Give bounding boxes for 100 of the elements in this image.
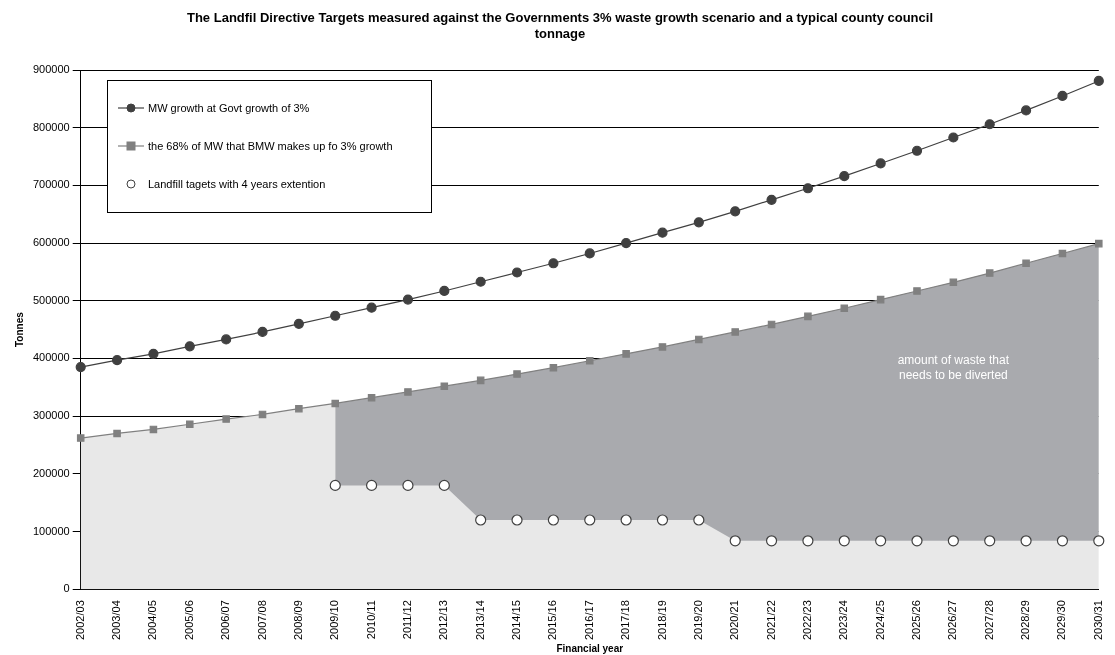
chart-title: The Landfil Directive Targets measured against the Governments 3% waste growth scenario and a typical county council tonnage <box>186 10 934 42</box>
x-tick-label: 2026/27 <box>946 600 959 640</box>
point <box>404 388 412 396</box>
x-axis-title: Financial year <box>556 642 624 654</box>
x-tick-label: 2013/14 <box>473 600 486 640</box>
point <box>76 434 85 442</box>
point <box>513 370 521 378</box>
point <box>475 514 487 526</box>
point <box>1022 259 1030 268</box>
x-tick-label: 2027/28 <box>982 600 995 640</box>
point <box>331 399 340 408</box>
point <box>184 341 195 352</box>
x-tick-label: 2004/05 <box>146 600 159 640</box>
annotation: amount of waste that needs to be diverted <box>897 353 1010 383</box>
point <box>693 514 705 526</box>
point <box>329 479 341 491</box>
y-tick-label: 500000 <box>32 293 70 306</box>
point <box>911 145 923 156</box>
x-tick-label: 2024/25 <box>873 600 886 640</box>
point <box>186 420 194 429</box>
x-tick-label: 2008/09 <box>291 600 304 640</box>
x-tick-label: 2014/15 <box>510 600 523 640</box>
point <box>695 335 703 344</box>
point <box>621 237 632 249</box>
point <box>984 119 995 130</box>
point <box>658 343 667 351</box>
point <box>549 363 558 372</box>
point <box>804 312 812 321</box>
point <box>802 183 814 194</box>
x-tick-label: 2023/24 <box>837 600 850 640</box>
x-tick-label: 2022/23 <box>800 600 813 640</box>
point <box>802 535 814 547</box>
point <box>330 310 341 321</box>
point <box>221 334 232 345</box>
point <box>440 382 449 390</box>
point <box>475 276 486 287</box>
point <box>148 348 159 359</box>
point <box>1020 535 1032 547</box>
x-tick-label: 2030/31 <box>1091 600 1104 640</box>
x-tick-label: 2009/10 <box>328 600 341 640</box>
x-tick-label: 2029/30 <box>1055 600 1068 640</box>
x-tick-label: 2016/17 <box>582 600 595 640</box>
point <box>911 535 923 547</box>
point <box>875 535 887 547</box>
point <box>295 404 303 413</box>
x-tick-label: 2021/22 <box>764 600 777 640</box>
y-tick-label: 300000 <box>32 409 70 422</box>
point <box>838 535 850 547</box>
point <box>913 287 921 295</box>
point <box>367 393 376 402</box>
point <box>365 479 378 491</box>
point <box>366 302 377 313</box>
point <box>111 355 123 366</box>
x-tick-label: 2012/13 <box>437 600 450 640</box>
point <box>985 269 994 277</box>
point <box>476 376 485 385</box>
y-tick-label: 100000 <box>32 524 70 537</box>
x-tick-label: 2025/26 <box>910 600 923 640</box>
point <box>439 285 450 297</box>
x-tick-label: 2028/29 <box>1019 600 1032 640</box>
point <box>766 194 777 205</box>
point <box>1020 105 1032 116</box>
x-tick-label: 2003/04 <box>110 600 123 640</box>
y-tick-label: 200000 <box>32 466 70 479</box>
y-tick-label: 900000 <box>32 63 70 76</box>
point <box>511 267 523 278</box>
point <box>840 304 849 313</box>
y-tick-label: 600000 <box>32 236 70 249</box>
point <box>656 514 669 526</box>
point <box>1057 90 1068 102</box>
point <box>693 217 704 228</box>
x-tick-label: 2017/18 <box>619 600 632 640</box>
point <box>402 294 414 305</box>
point <box>511 514 523 526</box>
y-tick-label: 800000 <box>32 120 70 133</box>
point <box>765 535 778 547</box>
y-tick-label: 0 <box>63 582 70 595</box>
x-tick-label: 2002/03 <box>73 600 86 640</box>
point <box>585 356 594 365</box>
y-axis-title: Tonnes <box>13 311 25 348</box>
x-tick-label: 2015/16 <box>546 600 559 640</box>
point <box>257 326 268 338</box>
point <box>839 171 850 182</box>
point <box>1093 535 1105 547</box>
x-tick-label: 2018/19 <box>655 600 668 640</box>
x-tick-label: 2007/08 <box>255 600 268 640</box>
point <box>947 535 959 547</box>
point <box>113 429 121 438</box>
point <box>1093 75 1104 87</box>
point <box>729 535 741 547</box>
point <box>584 248 595 259</box>
point <box>948 132 959 143</box>
point <box>875 158 886 169</box>
x-tick-label: 2011/12 <box>400 600 413 640</box>
point <box>730 206 741 217</box>
x-tick-label: 2019/20 <box>691 600 704 640</box>
point <box>293 318 304 329</box>
point <box>620 514 632 526</box>
point <box>222 415 230 423</box>
point <box>402 479 414 491</box>
